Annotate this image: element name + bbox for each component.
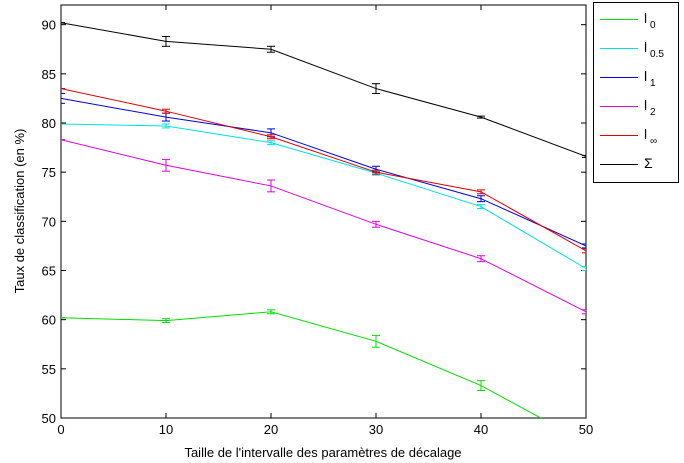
y-axis-title: Taux de classification (en %) [12,129,27,294]
legend-item: Σ [594,152,680,178]
y-tick-label: 85 [42,67,56,82]
legend-swatch [600,19,638,20]
x-tick-label: 0 [57,422,64,437]
y-tick-label: 55 [42,362,56,377]
legend-swatch [600,135,638,136]
legend-swatch [600,48,638,49]
legend-item: l 0.5 [594,36,680,62]
legend-label: Σ [644,155,653,171]
x-tick-label: 20 [264,422,278,437]
legend-label: l [644,126,647,142]
legend-item: l ∞ [594,123,680,149]
x-axis-title: Taille de l'intervalle des paramètres de… [184,445,461,460]
legend-label: l [644,10,647,26]
x-tick-label: 30 [369,422,383,437]
x-tick-label: 50 [579,422,593,437]
legend-subscript: 0 [650,20,656,32]
legend-label: l [644,97,647,113]
legend-subscript: 2 [650,107,656,119]
legend-subscript: 1 [650,78,656,90]
legend: l 0 l 0.5 l 1 l 2 l ∞ Σ [593,2,679,183]
y-tick-label: 50 [42,411,56,426]
legend-swatch [600,164,638,165]
legend-label: l [644,68,647,84]
legend-swatch [600,106,638,107]
y-tick-label: 80 [42,116,56,131]
y-tick-label: 75 [42,165,56,180]
x-tick-label: 40 [474,422,488,437]
y-tick-label: 60 [42,313,56,328]
x-tick-label: 10 [159,422,173,437]
y-tick-label: 70 [42,214,56,229]
plot-frame [61,5,586,418]
legend-subscript: ∞ [650,136,657,148]
y-tick-label: 90 [42,18,56,33]
legend-swatch [600,77,638,78]
y-tick-label: 65 [42,264,56,279]
legend-label: l [644,39,647,55]
legend-subscript: 0.5 [650,49,664,61]
